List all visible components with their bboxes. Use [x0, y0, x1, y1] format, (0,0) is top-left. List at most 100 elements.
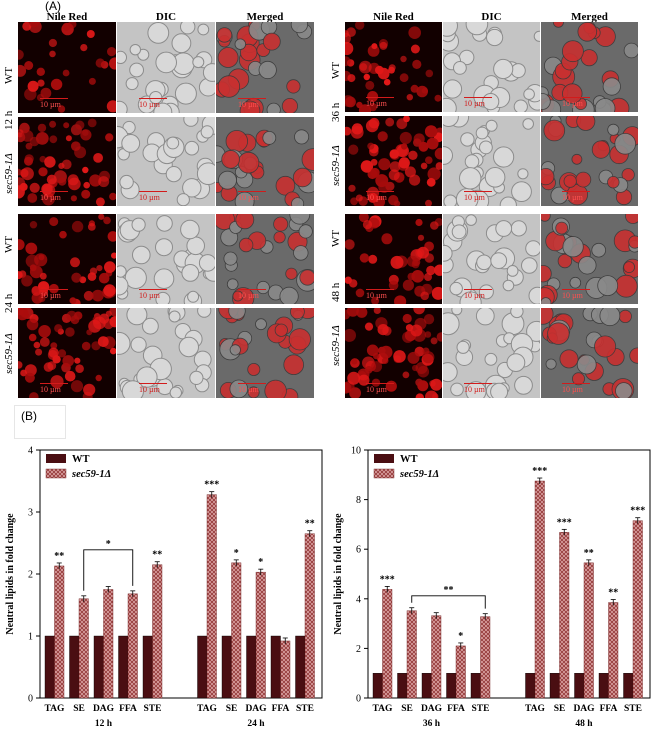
scale-bar-label: 10 µm [238, 193, 259, 202]
panel-a-label: (A) [45, 0, 61, 13]
legend-label-wt: WT [400, 454, 418, 465]
bar-mutant [255, 571, 266, 699]
scale-bar [562, 383, 590, 384]
bar-wt [93, 635, 104, 699]
row-label-time-24h: 24 h [3, 293, 15, 313]
scale-bar-label: 10 µm [562, 99, 583, 108]
legend-swatch-mutant [45, 468, 67, 479]
bar-mutant [152, 564, 163, 699]
bar-mutant [103, 589, 114, 699]
significance-stars: *** [630, 506, 645, 517]
bar-mutant [406, 610, 417, 699]
y-axis-label: Neutral lipids in fold change [5, 513, 16, 635]
category-label: SE [401, 704, 413, 714]
category-label: STE [296, 704, 314, 714]
scale-bar [366, 383, 394, 384]
nile-red-image: 10 µm [345, 116, 442, 206]
category-label: TAG [45, 704, 65, 714]
y-tick-label: 0 [356, 694, 361, 705]
scale-bar-label: 10 µm [139, 291, 160, 300]
row-label-wt: WT [330, 229, 342, 247]
significance-stars: * [258, 557, 263, 568]
legend-label-mutant: sec59-1Δ [399, 469, 439, 480]
scale-bar [464, 191, 492, 192]
significance-stars: ** [305, 519, 315, 530]
scale-bar-label: 10 µm [366, 193, 387, 202]
scale-bar [238, 98, 266, 99]
significance-stars: ** [54, 551, 64, 562]
scale-bar-label: 10 µm [562, 385, 583, 394]
scale-bar-label: 10 µm [40, 193, 61, 202]
row-label-time-36h: 36 h [330, 102, 342, 122]
bar-mutant [78, 598, 89, 699]
category-label: FFA [119, 704, 137, 714]
row-label-wt: WT [3, 66, 15, 84]
bar-wt [44, 635, 55, 699]
row-label-sec59: sec59-1Δ [330, 145, 342, 187]
col-header-nile-red: Nile Red [373, 11, 414, 23]
row-label-sec59: sec59-1Δ [3, 153, 15, 195]
bar-wt [397, 672, 408, 699]
legend-swatch-wt [374, 454, 394, 463]
bar-mutant [608, 602, 619, 699]
y-tick-label: 8 [356, 495, 361, 506]
merged-image: 10 µm [216, 214, 314, 304]
scale-bar [464, 289, 492, 290]
nile-red-image: 10 µm [345, 214, 442, 304]
scale-bar [40, 383, 68, 384]
merged-image: 10 µm [216, 22, 314, 113]
dic-image: 10 µm [117, 308, 215, 398]
bar-wt [446, 672, 457, 699]
scale-bar [40, 191, 68, 192]
scale-bar-label: 10 µm [464, 99, 485, 108]
nile-red-image: 10 µm [18, 308, 116, 398]
bar-mutant [480, 616, 491, 699]
panel-b-label-box: (B) [14, 405, 66, 439]
legend-swatch-wt [46, 454, 66, 463]
bar-mutant [231, 562, 242, 699]
scale-bar-label: 10 µm [139, 100, 160, 109]
scale-bar [40, 98, 68, 99]
row-label-sec59: sec59-1Δ [3, 333, 15, 375]
merged-image: 10 µm [541, 116, 638, 206]
col-header-dic: DIC [155, 11, 177, 23]
category-label: STE [472, 704, 490, 714]
col-header-nile-red: Nile Red [46, 11, 88, 23]
y-tick-label: 4 [28, 446, 33, 457]
category-label: DAG [573, 704, 595, 714]
category-label: FFA [447, 704, 465, 714]
scale-bar [238, 383, 266, 384]
scale-bar [139, 383, 167, 384]
category-label: STE [624, 704, 642, 714]
dic-image: 10 µm [443, 116, 540, 206]
significance-stars: ** [152, 550, 162, 561]
legend-label-mutant: sec59-1Δ [71, 469, 111, 480]
y-tick-label: 2 [356, 644, 361, 655]
legend-swatch-mutant [373, 468, 395, 479]
category-label: FFA [272, 704, 290, 714]
scale-bar-label: 10 µm [40, 385, 61, 394]
dic-image: 10 µm [117, 22, 215, 113]
bar-wt [470, 672, 481, 699]
scale-bar [562, 289, 590, 290]
group-label: 24 h [247, 719, 265, 729]
scale-bar [139, 289, 167, 290]
nile-red-image: 10 µm [18, 22, 116, 113]
y-tick-label: 2 [28, 570, 33, 581]
dic-image: 10 µm [117, 214, 215, 304]
scale-bar [238, 289, 266, 290]
row-label-time-12h: 12 h [3, 110, 15, 130]
category-label: DAG [421, 704, 443, 714]
scale-bar [238, 191, 266, 192]
category-label: TAG [197, 704, 217, 714]
bar-mutant [455, 645, 466, 699]
scale-bar-label: 10 µm [40, 291, 61, 300]
bar-mutant [534, 480, 545, 699]
bar-wt [197, 635, 208, 699]
scale-bar [562, 191, 590, 192]
scale-bar-label: 10 µm [139, 385, 160, 394]
significance-stars: *** [204, 480, 219, 491]
scale-bar [40, 289, 68, 290]
bar-mutant [206, 494, 217, 699]
